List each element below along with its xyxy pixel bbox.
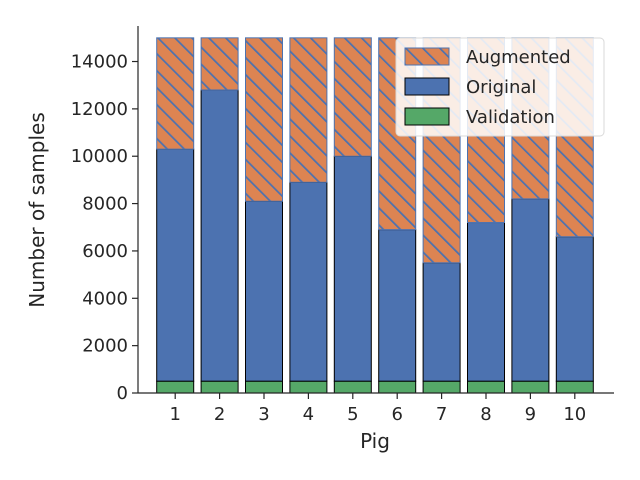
bar-validation-pig-1 — [156, 380, 195, 394]
bar-validation-pig-3 — [245, 380, 283, 394]
bar-original-pig-7 — [422, 262, 461, 382]
x-axis-title: Pig — [360, 429, 390, 453]
x-tick-label-4: 4 — [303, 404, 314, 425]
x-tick-label-2: 2 — [214, 404, 225, 425]
y-tick-label-8000: 8000 — [82, 194, 128, 215]
y-tick-label-0: 0 — [117, 383, 128, 404]
x-tick-label-5: 5 — [347, 404, 358, 425]
y-tick-label-12000: 12000 — [71, 99, 128, 120]
bar-augmented-pig-4 — [289, 37, 328, 183]
bar-validation-pig-6 — [378, 380, 417, 394]
x-tick-label-10: 10 — [563, 404, 586, 425]
bar-validation-pig-7 — [422, 380, 461, 394]
bar-validation-pig-4 — [289, 380, 328, 394]
legend: Augmented Original Validation — [395, 37, 605, 137]
x-tick-label-1: 1 — [169, 404, 180, 425]
legend-label-original: Original — [466, 77, 536, 98]
legend-swatch-augmented — [404, 47, 450, 66]
x-tick-label-7: 7 — [436, 404, 447, 425]
bar-validation-pig-10 — [555, 380, 594, 394]
bar-original-pig-5 — [333, 155, 372, 382]
bar-augmented-pig-5 — [333, 37, 372, 157]
x-tick-label-3: 3 — [258, 404, 269, 425]
bar-original-pig-9 — [511, 198, 550, 382]
y-tick-label-4000: 4000 — [82, 288, 128, 309]
legend-swatch-original — [404, 77, 450, 96]
bar-augmented-pig-1 — [156, 37, 195, 150]
bar-validation-pig-2 — [200, 380, 239, 394]
bar-augmented-pig-2 — [200, 37, 239, 91]
axes-group: 0 2000 4000 6000 8000 10000 12000 14000 1 2 3 4 5 6 7 8… — [71, 26, 614, 425]
bar-original-pig-2 — [200, 89, 239, 382]
bar-original-pig-3 — [245, 200, 283, 382]
y-tick-label-2000: 2000 — [82, 336, 128, 357]
bar-original-pig-4 — [289, 181, 328, 382]
y-axis-title: Number of samples — [25, 112, 49, 307]
legend-swatch-validation — [404, 107, 450, 126]
bar-validation-pig-9 — [511, 380, 550, 394]
bar-original-pig-8 — [467, 222, 505, 382]
legend-label-validation: Validation — [466, 107, 555, 128]
y-tick-label-6000: 6000 — [82, 241, 128, 262]
bar-original-pig-10 — [555, 236, 594, 382]
bar-original-pig-6 — [378, 229, 417, 382]
bar-validation-pig-5 — [333, 380, 372, 394]
y-tick-label-14000: 14000 — [71, 52, 128, 73]
x-tick-label-9: 9 — [525, 404, 536, 425]
legend-label-augmented: Augmented — [466, 47, 571, 68]
bar-original-pig-1 — [156, 148, 195, 382]
x-tick-label-6: 6 — [391, 404, 402, 425]
y-tick-label-10000: 10000 — [71, 146, 128, 167]
bar-validation-pig-8 — [467, 380, 505, 394]
x-tick-label-8: 8 — [480, 404, 491, 425]
bar-augmented-pig-3 — [245, 37, 283, 202]
